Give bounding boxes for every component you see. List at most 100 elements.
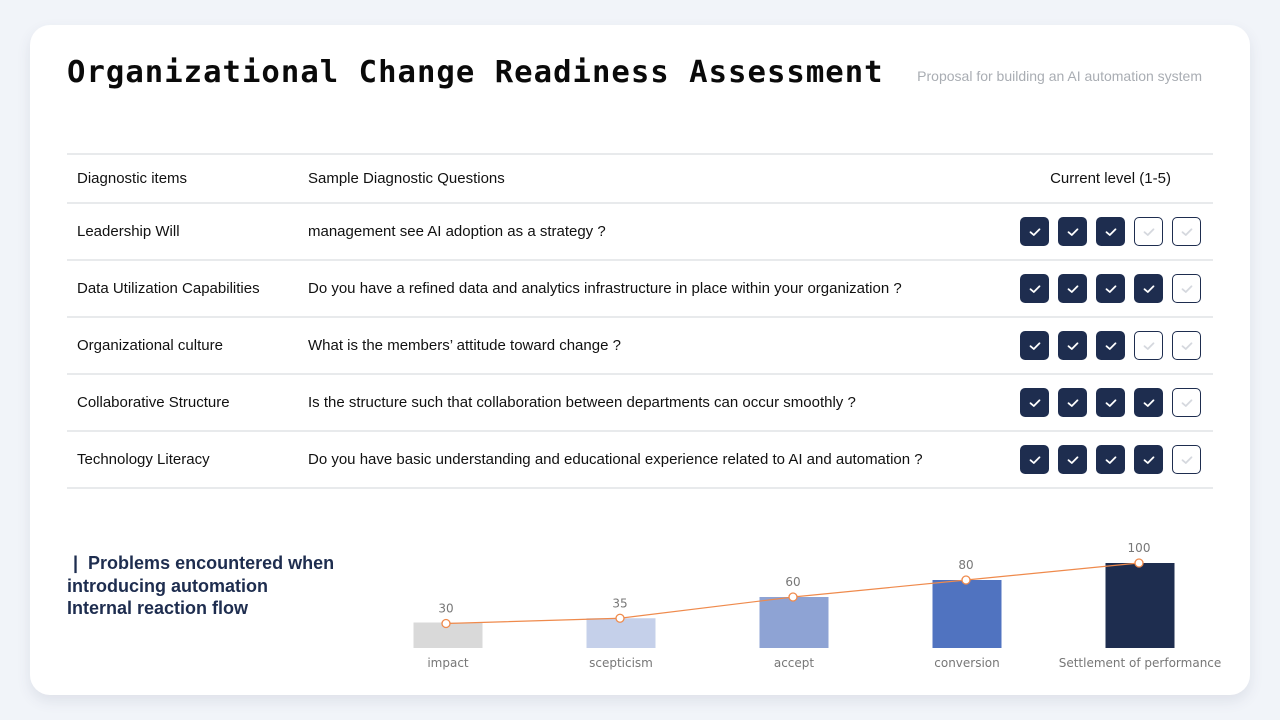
data-label: 30: [438, 602, 453, 616]
check-icon: [1181, 398, 1192, 407]
diagnostic-item: Technology Literacy: [77, 451, 210, 468]
bar-2: [759, 597, 829, 648]
level-rating: [1008, 217, 1213, 246]
category-label: accept: [774, 656, 815, 670]
check-icon: [1143, 341, 1154, 350]
category-label: scepticism: [589, 656, 653, 670]
table-row: Collaborative Structure Is the structure…: [67, 375, 1213, 432]
level-checkbox-5[interactable]: [1172, 331, 1201, 360]
level-checkbox-3[interactable]: [1096, 331, 1125, 360]
column-header-level: Current level (1-5): [1050, 170, 1171, 187]
check-icon: [1143, 227, 1154, 236]
check-icon: [1029, 455, 1040, 464]
level-checkbox-3[interactable]: [1096, 388, 1125, 417]
diagnostic-item: Collaborative Structure: [77, 394, 230, 411]
diagnostic-question: Do you have a refined data and analytics…: [308, 279, 902, 297]
level-checkbox-2[interactable]: [1058, 274, 1087, 303]
check-icon: [1067, 227, 1078, 236]
column-header-items: Diagnostic items: [77, 170, 188, 187]
level-checkbox-5[interactable]: [1172, 445, 1201, 474]
level-rating: [1008, 445, 1213, 474]
category-label: Settlement of performance: [1059, 656, 1222, 670]
trend-point: [961, 575, 971, 585]
check-icon: [1143, 398, 1154, 407]
level-checkbox-5[interactable]: [1172, 217, 1201, 246]
section-heading-text: Problems encountered when introducing au…: [67, 553, 335, 618]
level-checkbox-3[interactable]: [1096, 274, 1125, 303]
table-row: Data Utilization Capabilities Do you hav…: [67, 261, 1213, 318]
check-icon: [1105, 398, 1116, 407]
table-header-row: Diagnostic items Sample Diagnostic Quest…: [67, 155, 1213, 204]
check-icon: [1143, 455, 1154, 464]
diagnostic-item: Organizational culture: [77, 337, 223, 354]
column-header-questions: Sample Diagnostic Questions: [308, 169, 505, 187]
check-icon: [1105, 227, 1116, 236]
slide-card: Organizational Change Readiness Assessme…: [30, 25, 1250, 695]
level-checkbox-1[interactable]: [1020, 217, 1049, 246]
check-icon: [1067, 284, 1078, 293]
diagnostic-question: Do you have basic understanding and educ…: [308, 450, 923, 468]
readiness-table: Diagnostic items Sample Diagnostic Quest…: [67, 153, 1213, 489]
level-checkbox-4[interactable]: [1134, 388, 1163, 417]
level-checkbox-4[interactable]: [1134, 331, 1163, 360]
level-checkbox-1[interactable]: [1020, 445, 1049, 474]
level-checkbox-5[interactable]: [1172, 388, 1201, 417]
trend-point: [788, 592, 798, 602]
diagnostic-item: Leadership Will: [77, 223, 180, 240]
level-checkbox-2[interactable]: [1058, 445, 1087, 474]
level-checkbox-2[interactable]: [1058, 331, 1087, 360]
check-icon: [1029, 227, 1040, 236]
check-icon: [1143, 284, 1154, 293]
section-heading: | Problems encountered when introducing a…: [67, 552, 337, 620]
level-checkbox-1[interactable]: [1020, 388, 1049, 417]
check-icon: [1029, 341, 1040, 350]
level-checkbox-4[interactable]: [1134, 217, 1163, 246]
table-body: Leadership Will management see AI adopti…: [67, 204, 1213, 489]
table-row: Leadership Will management see AI adopti…: [67, 204, 1213, 261]
category-label: conversion: [934, 656, 1000, 670]
check-icon: [1105, 341, 1116, 350]
page-subtitle: Proposal for building an AI automation s…: [917, 68, 1202, 84]
diagnostic-question: management see AI adoption as a strategy…: [308, 222, 606, 240]
table-row: Organizational culture What is the membe…: [67, 318, 1213, 375]
check-icon: [1181, 455, 1192, 464]
level-rating: [1008, 331, 1213, 360]
check-icon: [1029, 284, 1040, 293]
diagnostic-question: What is the members’ attitude toward cha…: [308, 336, 621, 354]
section-marker: |: [73, 553, 79, 573]
level-checkbox-1[interactable]: [1020, 331, 1049, 360]
level-checkbox-2[interactable]: [1058, 388, 1087, 417]
table-row: Technology Literacy Do you have basic un…: [67, 432, 1213, 489]
data-label: 100: [1128, 541, 1151, 555]
level-checkbox-5[interactable]: [1172, 274, 1201, 303]
level-rating: [1008, 274, 1213, 303]
check-icon: [1067, 455, 1078, 464]
level-checkbox-1[interactable]: [1020, 274, 1049, 303]
bar-3: [932, 580, 1002, 648]
data-label: 60: [785, 575, 800, 589]
bar-1: [586, 618, 656, 648]
check-icon: [1181, 341, 1192, 350]
diagnostic-question: Is the structure such that collaboration…: [308, 393, 856, 411]
level-checkbox-4[interactable]: [1134, 274, 1163, 303]
level-checkbox-2[interactable]: [1058, 217, 1087, 246]
level-checkbox-3[interactable]: [1096, 445, 1125, 474]
check-icon: [1105, 284, 1116, 293]
category-label: impact: [427, 656, 469, 670]
reaction-flow-chart: 30 35 60 80 100 impact scepticism accept convers…: [370, 505, 1222, 685]
level-rating: [1008, 388, 1213, 417]
bar-line-chart: 30 35 60 80 100 impact scepticism accept convers…: [413, 541, 1222, 670]
level-checkbox-3[interactable]: [1096, 217, 1125, 246]
check-icon: [1029, 398, 1040, 407]
page-title: Organizational Change Readiness Assessme…: [67, 55, 884, 90]
check-icon: [1067, 341, 1078, 350]
check-icon: [1067, 398, 1078, 407]
trend-point: [1134, 558, 1144, 568]
check-icon: [1181, 284, 1192, 293]
level-checkbox-4[interactable]: [1134, 445, 1163, 474]
check-icon: [1181, 227, 1192, 236]
trend-point: [615, 613, 625, 623]
data-label: 35: [612, 596, 627, 610]
data-label: 80: [958, 558, 973, 572]
trend-point: [441, 618, 451, 629]
